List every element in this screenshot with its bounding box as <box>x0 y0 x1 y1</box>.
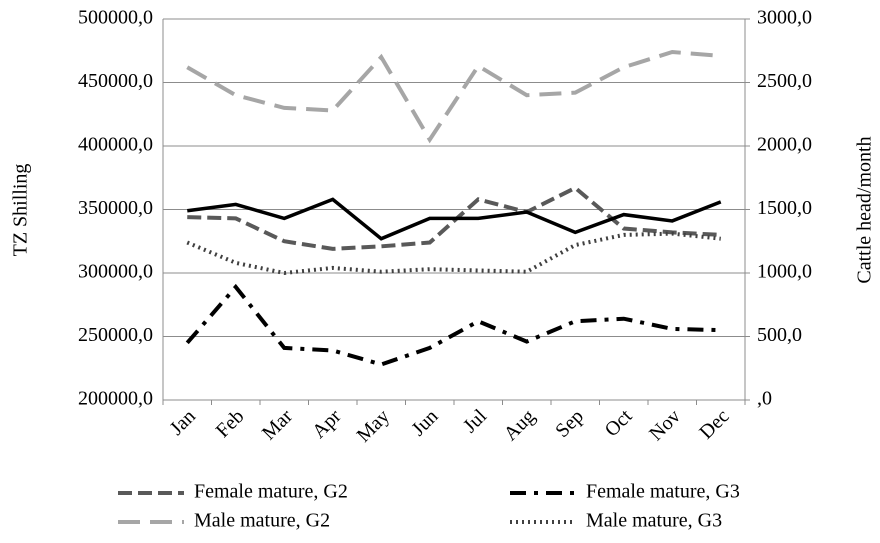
x-tick-label: Oct <box>601 405 637 441</box>
y-tick-label: 400000,0 <box>78 134 153 156</box>
y2-tick-label: 1500,0 <box>757 197 812 219</box>
series-line <box>187 197 722 241</box>
series-line <box>186 49 721 144</box>
y-tick-label: 250000,0 <box>78 324 153 346</box>
y-tick-label: 300000,0 <box>78 261 153 283</box>
y-tick-label: 200000,0 <box>78 388 153 410</box>
x-tick-label: Apr <box>308 405 346 443</box>
y2-tick-label: 3000,0 <box>757 7 812 29</box>
y2-axis-title: Cattle head/month <box>854 136 876 283</box>
x-tick-label: Mar <box>258 405 297 444</box>
x-tick-label: Aug <box>500 405 540 445</box>
y-tick-label: 500000,0 <box>78 7 153 29</box>
y-tick-label: 450000,0 <box>78 70 153 92</box>
legend-label: Female mature, G3 <box>586 481 740 503</box>
series-line <box>187 185 721 251</box>
y2-tick-label: 2500,0 <box>757 70 812 92</box>
x-tick-label: Jun <box>407 405 442 440</box>
x-tick-label: May <box>353 405 394 446</box>
y2-tick-label: 500,0 <box>757 324 802 346</box>
legend-label: Male mature, G3 <box>586 510 722 532</box>
legend-label: Male mature, G2 <box>194 510 330 532</box>
x-tick-label: Dec <box>695 405 733 443</box>
y-tick-label: 350000,0 <box>78 197 153 219</box>
x-tick-label: Jan <box>166 405 200 439</box>
x-tick-label: Feb <box>212 405 249 442</box>
legend-label: Female mature, G2 <box>194 481 348 503</box>
series-line <box>186 231 721 276</box>
y2-tick-label: 1000,0 <box>757 261 812 283</box>
series-line <box>185 283 721 367</box>
x-tick-label: Sep <box>551 405 588 442</box>
y2-tick-label: 2000,0 <box>757 134 812 156</box>
y2-tick-label: ,0 <box>757 388 772 410</box>
x-tick-label: Jul <box>459 405 491 437</box>
x-tick-label: Nov <box>645 405 685 445</box>
y-axis-title: TZ Shilling <box>10 164 32 257</box>
